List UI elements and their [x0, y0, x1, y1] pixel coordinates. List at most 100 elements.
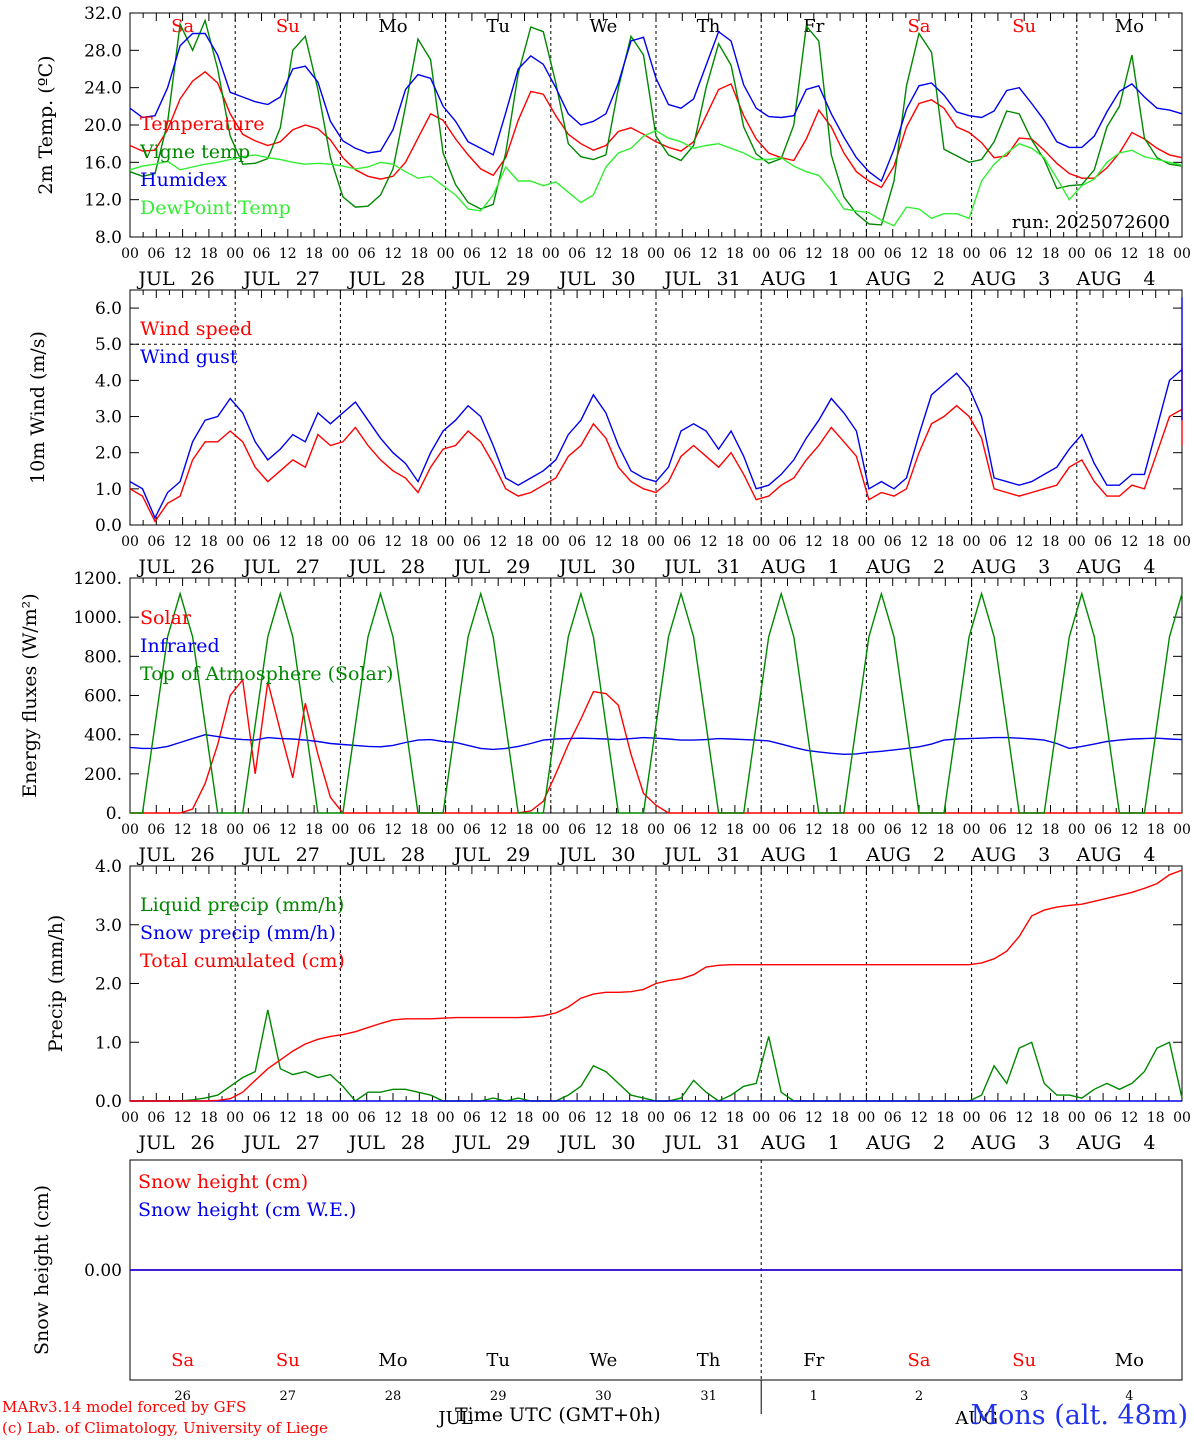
hour-label: 12 — [279, 1110, 297, 1126]
date-day-label: 27 — [296, 1132, 320, 1154]
y-tick-label: 1.0 — [95, 480, 122, 500]
hour-label: 18 — [1147, 1110, 1165, 1126]
date-day-label: 26 — [191, 1132, 215, 1154]
hour-label: 12 — [489, 246, 507, 262]
hour-label: 00 — [331, 534, 349, 550]
hour-label: 12 — [805, 822, 823, 838]
legend-entry: Top of Atmosphere (Solar) — [140, 663, 393, 685]
hour-label: 12 — [594, 822, 612, 838]
date-month-label: AUG — [760, 1132, 806, 1154]
y-axis-title: 2m Temp. (ºC) — [35, 55, 57, 194]
legend-entry: Wind speed — [140, 318, 252, 340]
date-month-label: JUL — [557, 556, 596, 578]
hour-label: 12 — [1015, 246, 1033, 262]
hour-label: 18 — [831, 534, 849, 550]
date-month-label: JUL — [242, 844, 281, 866]
date-month-label: JUL — [242, 268, 281, 290]
date-day-label: 31 — [717, 844, 741, 866]
hour-label: 12 — [594, 1110, 612, 1126]
bottom-day-label: 29 — [490, 1389, 507, 1404]
date-month-label: JUL — [452, 268, 491, 290]
hour-label: 12 — [384, 534, 402, 550]
hour-label: 06 — [463, 1110, 481, 1126]
date-month-label: JUL — [452, 844, 491, 866]
hour-label: 18 — [305, 246, 323, 262]
y-tick-label: 0.00 — [84, 1261, 122, 1281]
weekday-label: Mo — [1115, 16, 1144, 37]
y-tick-label: 800. — [84, 647, 122, 667]
date-month-label: JUL — [136, 844, 175, 866]
station-label: Mons (alt. 48m) — [970, 1400, 1188, 1431]
date-day-label: 30 — [611, 844, 635, 866]
series-line-wind-1 — [129, 297, 1183, 520]
hour-label: 18 — [516, 1110, 534, 1126]
hour-label: 18 — [831, 246, 849, 262]
y-tick-label: 400. — [84, 726, 122, 746]
date-day-label: 28 — [401, 1132, 425, 1154]
hour-label: 12 — [805, 246, 823, 262]
date-day-label: 4 — [1143, 556, 1155, 578]
hour-label: 00 — [752, 534, 770, 550]
hour-label: 12 — [1120, 246, 1138, 262]
hour-label: 12 — [1015, 534, 1033, 550]
hour-label: 12 — [384, 246, 402, 262]
hour-label: 18 — [726, 534, 744, 550]
date-day-label: 29 — [506, 268, 530, 290]
hour-label: 06 — [147, 246, 165, 262]
weekday-label: Fr — [803, 16, 824, 37]
date-month-label: AUG — [865, 556, 911, 578]
hour-label: 00 — [1173, 534, 1191, 550]
hour-label: 12 — [489, 822, 507, 838]
hour-label: 00 — [226, 822, 244, 838]
hour-label: 06 — [253, 1110, 271, 1126]
hour-label: 12 — [910, 1110, 928, 1126]
weekday-label: Mo — [378, 16, 407, 37]
date-month-label: JUL — [136, 268, 175, 290]
date-month-label: JUL — [662, 1132, 701, 1154]
bottom-day-label: 4 — [1125, 1389, 1133, 1404]
weekday-label: We — [590, 16, 618, 37]
hour-label: 00 — [1068, 534, 1086, 550]
hour-label: 12 — [910, 822, 928, 838]
date-month-label: JUL — [662, 844, 701, 866]
hour-label: 06 — [358, 534, 376, 550]
date-day-label: 26 — [191, 268, 215, 290]
weekday-label: Th — [697, 16, 721, 37]
legend-entry: Snow height (cm) — [138, 1171, 308, 1193]
hour-label: 00 — [1068, 246, 1086, 262]
bottom-day-label: 3 — [1020, 1389, 1028, 1404]
date-month-label: JUL — [347, 556, 386, 578]
weekday-label: Th — [697, 1350, 721, 1371]
date-month-label: AUG — [1075, 844, 1121, 866]
date-day-label: 2 — [933, 844, 945, 866]
hour-label: 06 — [253, 246, 271, 262]
date-day-label: 1 — [828, 1132, 840, 1154]
hour-label: 00 — [226, 1110, 244, 1126]
hour-label: 18 — [621, 822, 639, 838]
hour-label: 00 — [542, 246, 560, 262]
y-tick-label: 12.0 — [84, 191, 122, 211]
y-axis-title: Precip (mm/h) — [45, 915, 67, 1053]
date-day-label: 3 — [1038, 844, 1050, 866]
date-day-label: 31 — [717, 556, 741, 578]
y-tick-label: 2.0 — [95, 444, 122, 464]
series-line-temperature-1 — [129, 18, 1183, 226]
hour-label: 18 — [1042, 246, 1060, 262]
hour-label: 12 — [805, 1110, 823, 1126]
hour-label: 18 — [516, 534, 534, 550]
hour-label: 18 — [726, 1110, 744, 1126]
hour-label: 00 — [437, 246, 455, 262]
y-tick-label: 32.0 — [84, 4, 122, 24]
hour-label: 00 — [226, 534, 244, 550]
hour-label: 06 — [568, 534, 586, 550]
hour-label: 12 — [910, 246, 928, 262]
y-tick-label: 1200. — [73, 569, 122, 589]
hour-label: 18 — [516, 246, 534, 262]
legend-entry: Solar — [140, 607, 192, 629]
series-line-temperature-2 — [129, 30, 1183, 183]
hour-label: 12 — [279, 534, 297, 550]
hour-label: 12 — [594, 246, 612, 262]
y-tick-label: 2.0 — [95, 975, 122, 995]
hour-label: 18 — [831, 1110, 849, 1126]
hour-label: 06 — [1094, 822, 1112, 838]
